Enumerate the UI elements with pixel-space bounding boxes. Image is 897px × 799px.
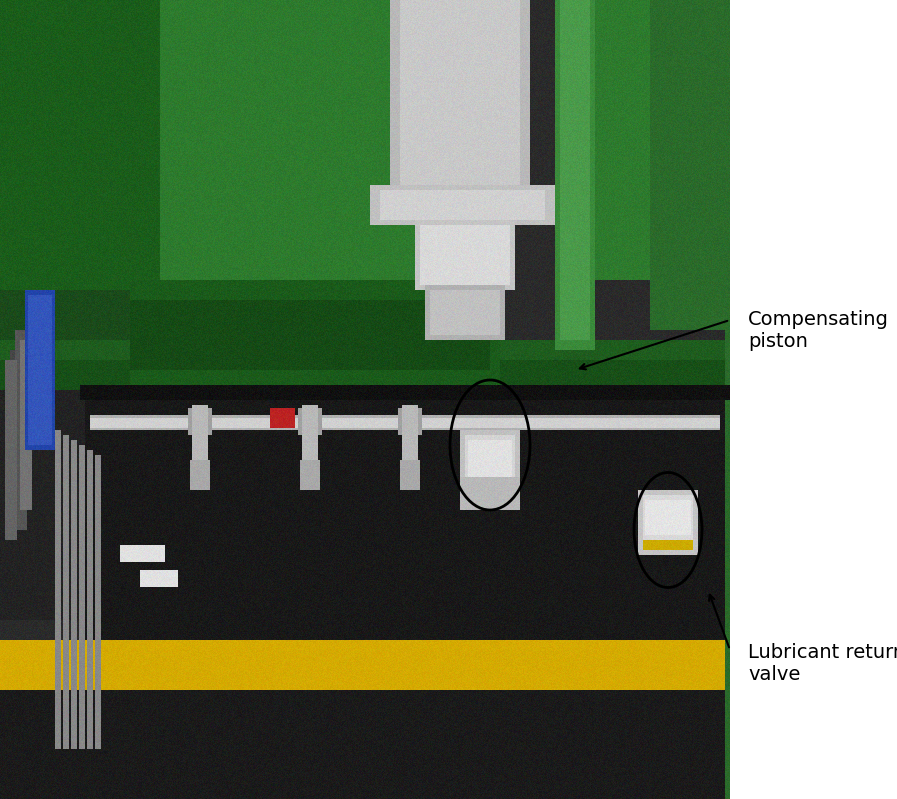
Text: Lubricant return
valve: Lubricant return valve [748,643,897,684]
Text: Compensating
piston: Compensating piston [748,310,889,351]
Bar [730,0,897,799]
